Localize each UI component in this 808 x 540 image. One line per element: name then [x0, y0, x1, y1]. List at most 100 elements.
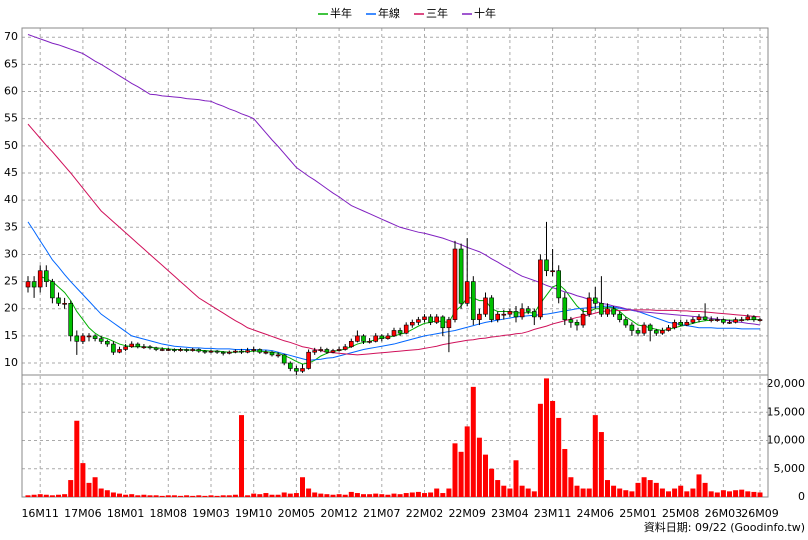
volume-bar [31, 494, 37, 497]
volume-bar [727, 491, 732, 497]
candle-body [123, 346, 128, 350]
candle-body [653, 330, 659, 334]
legend-label: 年線 [378, 6, 400, 20]
volume-bar [690, 488, 696, 497]
volume-bar [757, 492, 763, 497]
volume-bar [550, 400, 556, 497]
volume-bar [586, 488, 592, 497]
volume-bar [617, 488, 623, 497]
volume-bar [68, 480, 74, 497]
candle-body [550, 270, 555, 273]
candle-body [190, 349, 195, 351]
candle-body [599, 303, 604, 315]
volume-bar [428, 492, 434, 497]
candle-body [446, 319, 452, 329]
y-tick-label: 70 [4, 30, 18, 43]
candle-body [111, 343, 116, 353]
y2-tick-label: 10,000 [767, 434, 806, 447]
volume-bar [226, 495, 232, 497]
x-tick-label: 25M01 [619, 507, 657, 520]
candle-body [440, 316, 446, 329]
volume-bar [568, 477, 574, 497]
candle-body [739, 319, 745, 321]
candle-body [117, 349, 122, 353]
candle-body [257, 349, 263, 353]
candle-body [263, 351, 269, 354]
volume-bar [483, 454, 488, 497]
volume-bar [25, 495, 31, 497]
volume-bar [312, 492, 318, 497]
volume-bar [635, 482, 641, 497]
candle-body [80, 335, 86, 342]
candle-body [74, 335, 80, 342]
x-tick-label: 19M03 [192, 507, 230, 520]
candle-body [355, 335, 360, 342]
volume-bar [696, 474, 702, 497]
y-tick-label: 20 [4, 302, 18, 315]
candle-body [37, 270, 43, 288]
candle-body [495, 313, 501, 320]
candle-body [141, 346, 147, 349]
candle-body [361, 335, 366, 342]
candle-body [214, 350, 220, 353]
x-tick-label: 25M08 [662, 507, 700, 520]
volume-bar [458, 451, 464, 497]
volume-bar [287, 493, 293, 497]
volume-bar [537, 403, 543, 497]
y-tick-label: 65 [4, 57, 18, 70]
candle-body [403, 324, 409, 334]
candle-body [129, 343, 134, 348]
volume-bar [318, 493, 324, 497]
volume-bar [409, 492, 415, 497]
candle-body [727, 322, 732, 324]
candle-body [269, 351, 275, 356]
volume-bar [611, 485, 617, 497]
volume-bar [275, 494, 281, 497]
candle-body [227, 351, 232, 354]
candle-body [397, 330, 403, 334]
candle-body [666, 327, 671, 331]
volume-bar [702, 482, 708, 497]
candle-body [501, 313, 507, 316]
candle-body [714, 319, 720, 321]
volume-bar [513, 460, 519, 497]
y-tick-label: 55 [4, 112, 18, 125]
volume-bar [251, 493, 257, 497]
volume-bar [49, 495, 55, 497]
candle-body [50, 281, 55, 299]
volume-bar [245, 495, 251, 497]
volume-bar [666, 491, 671, 497]
volume-bar [562, 448, 568, 497]
candle-body [318, 349, 324, 351]
volume-bar [605, 480, 610, 497]
volume-bar [190, 495, 196, 497]
volume-bar [202, 495, 208, 497]
candle-body [275, 354, 281, 357]
volume-bar [495, 480, 501, 497]
candle-body [470, 281, 476, 320]
volume-bar [507, 488, 513, 497]
legend-label: 半年 [330, 6, 352, 20]
candle-body [202, 350, 208, 353]
candle-body [105, 341, 110, 345]
volume-bar [220, 495, 226, 497]
volume-bar [641, 477, 647, 497]
x-tick-label: 19M10 [235, 507, 273, 520]
candle-body [287, 362, 293, 369]
x-tick-label: 21M07 [363, 507, 401, 520]
candle-body [342, 346, 348, 350]
volume-bar [720, 490, 726, 497]
candle-body [306, 351, 311, 369]
candle-body [568, 319, 574, 323]
candle-body [647, 324, 653, 331]
volume-bar [141, 494, 147, 497]
x-tick-label: 20M12 [320, 507, 358, 520]
volume-bar [123, 494, 129, 497]
candle-body [489, 297, 494, 320]
candle-body [556, 270, 562, 299]
volume-bar [733, 490, 739, 497]
candle-body [452, 248, 458, 320]
y-tick-label: 30 [4, 247, 18, 260]
candle-body [678, 322, 684, 326]
